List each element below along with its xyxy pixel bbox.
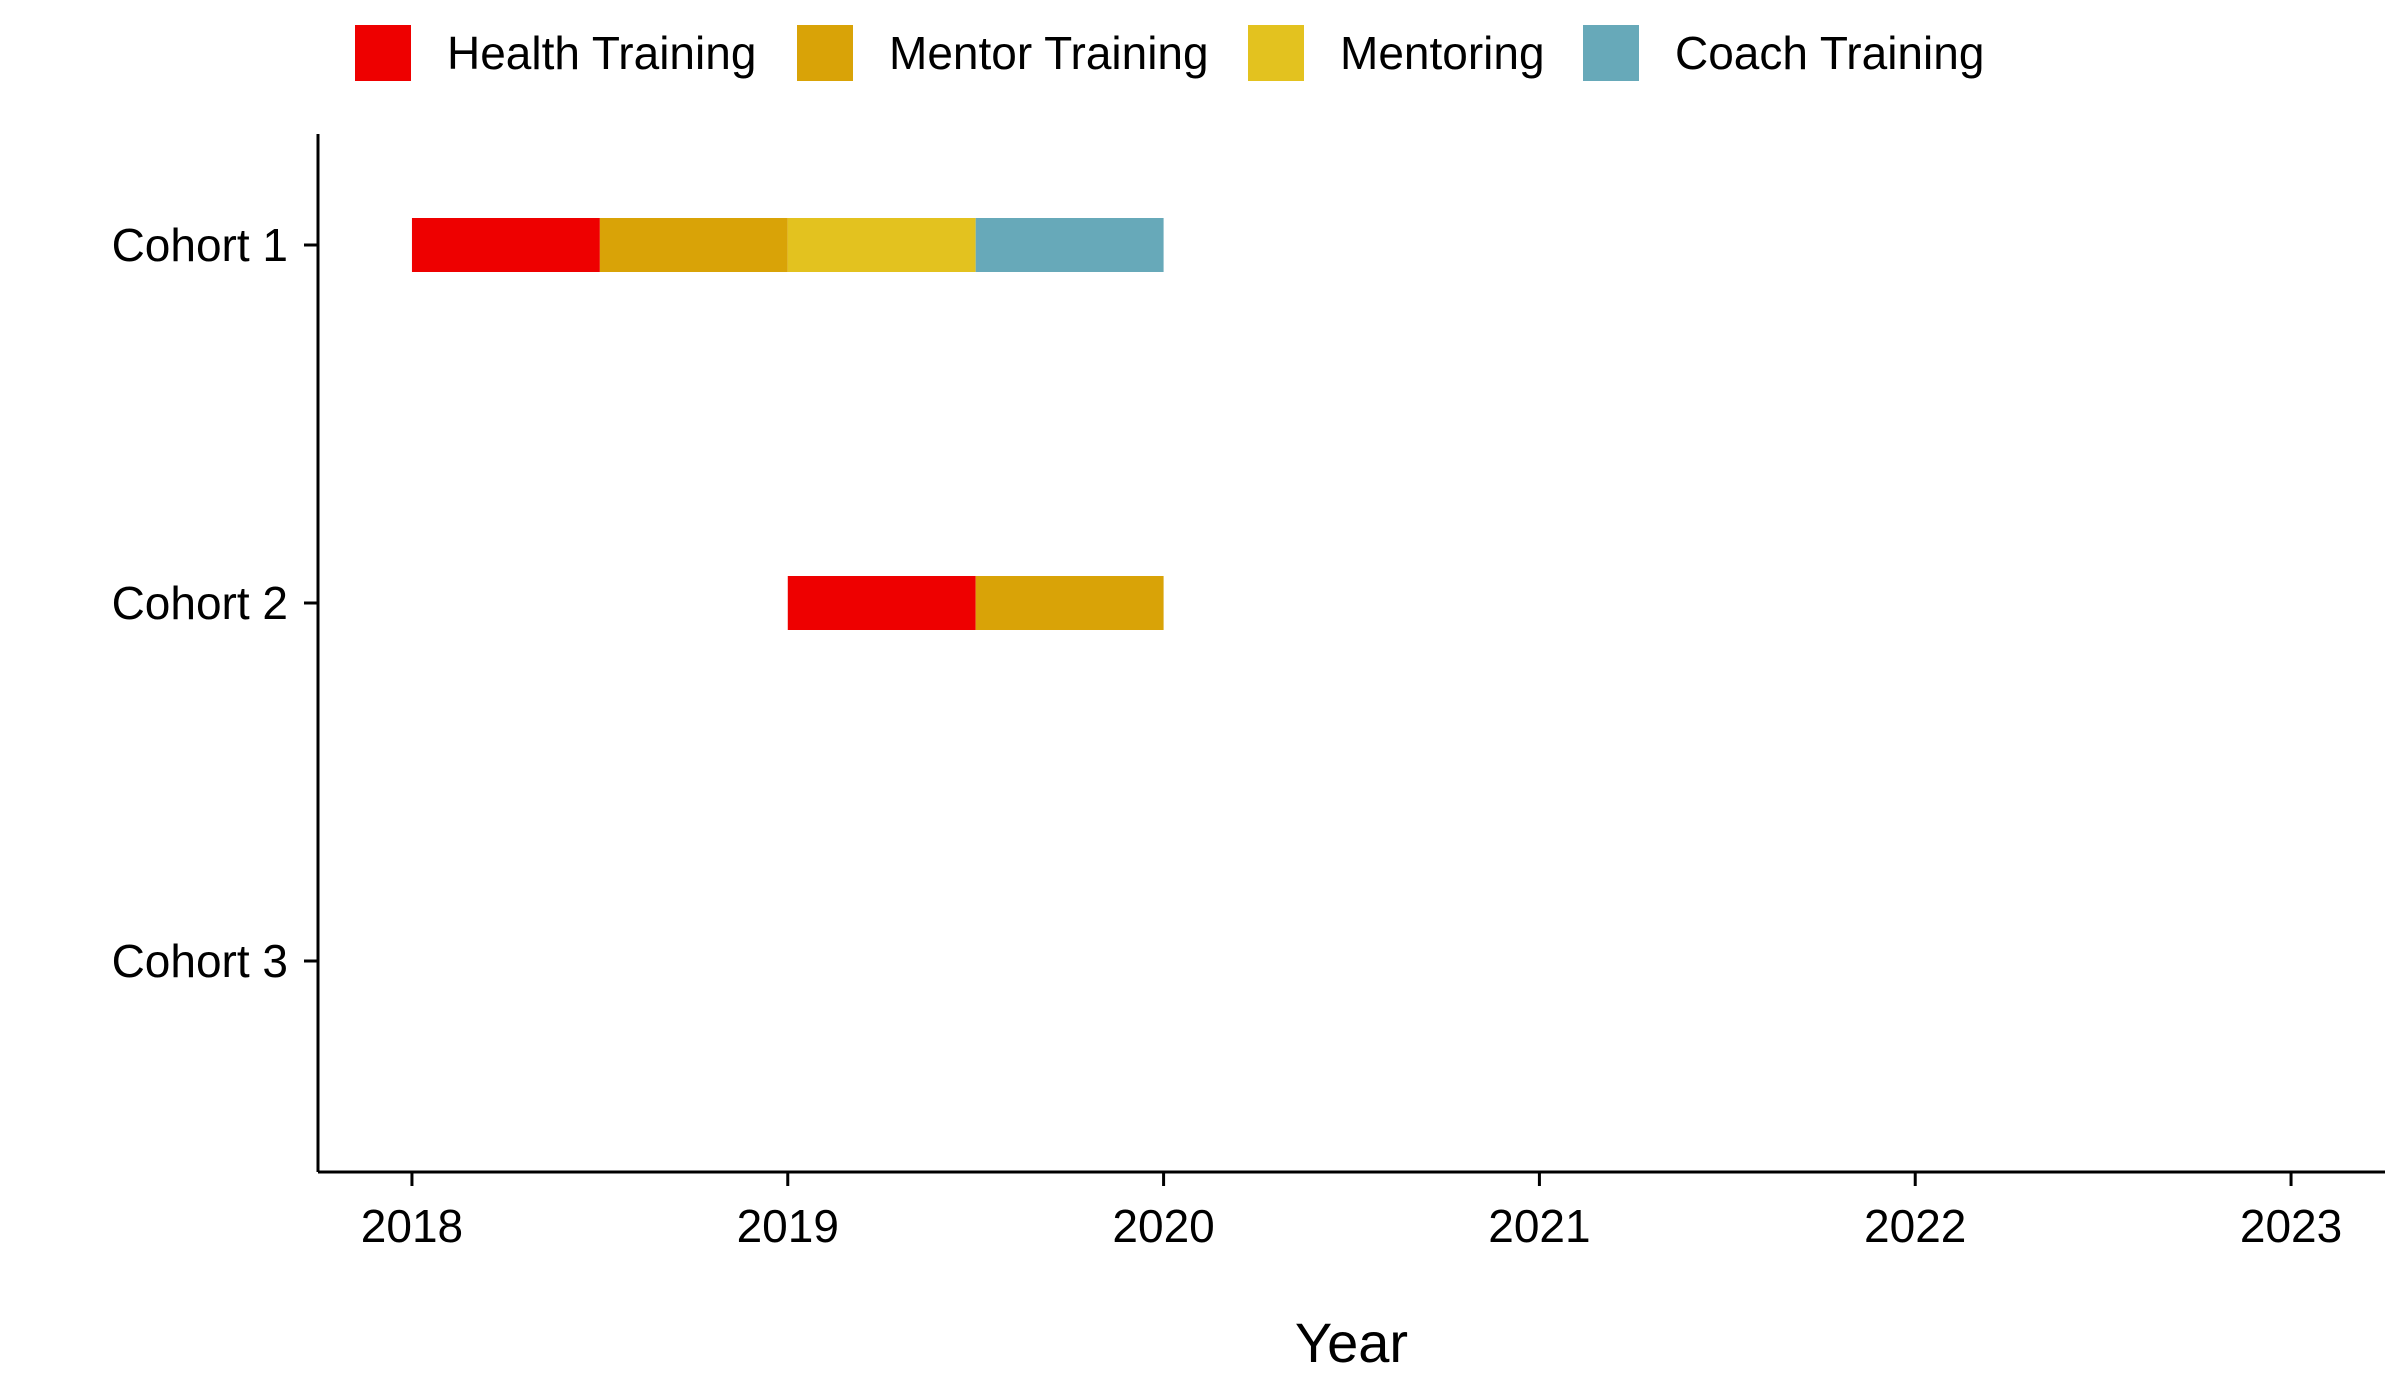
y-tick-label: Cohort 1 [112,219,288,271]
legend-swatch [355,25,411,81]
y-tick-label: Cohort 2 [112,577,288,629]
bar-segment [787,218,976,272]
bar-segment [975,218,1164,272]
y-tick-label: Cohort 3 [112,935,288,987]
bar-segment [411,218,600,272]
legend-item: Coach Training [1583,25,1984,81]
bar-segment [787,576,976,630]
legend-label: Coach Training [1675,27,1984,79]
x-tick-label: 2023 [2240,1200,2342,1252]
legend-item: Health Training [355,25,756,81]
legend-label: Mentor Training [889,27,1209,79]
plot-bars [411,218,1164,630]
legend-swatch [1583,25,1639,81]
axes: 2018 2019 2020 2021 2022 2023 Cohort 1 Cohort 2… [112,134,2385,1252]
legend-swatch [797,25,853,81]
legend-label: Health Training [447,27,756,79]
legend: Health Training Mentor Training Mentoring C… [355,25,1984,81]
x-tick-label: 2020 [1112,1200,1214,1252]
x-tick-label: 2021 [1488,1200,1590,1252]
x-axis-title: Year [1295,1311,1408,1374]
legend-item: Mentor Training [797,25,1209,81]
bar-segment [975,576,1164,630]
legend-swatch [1248,25,1304,81]
legend-label: Mentoring [1340,27,1545,79]
x-tick-label: 2022 [1864,1200,1966,1252]
x-tick-label: 2018 [361,1200,463,1252]
legend-item: Mentoring [1248,25,1545,81]
bar-segment [599,218,788,272]
x-tick-label: 2019 [737,1200,839,1252]
